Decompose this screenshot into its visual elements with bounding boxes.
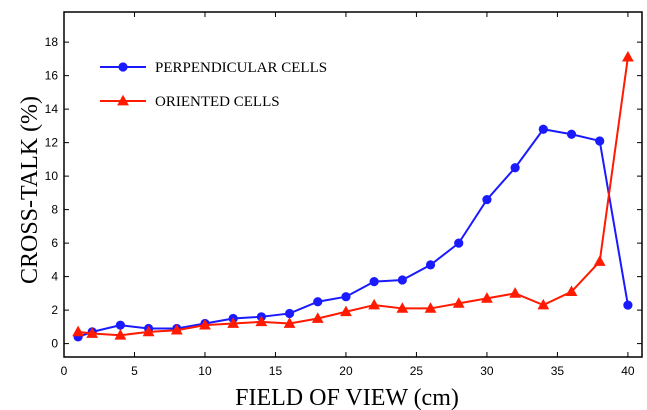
- data-point: [369, 277, 379, 287]
- data-point: [565, 285, 578, 297]
- y-tick-label: 14: [45, 102, 59, 116]
- data-point: [313, 297, 323, 307]
- data-point: [311, 312, 324, 323]
- data-point: [86, 327, 99, 338]
- data-point: [509, 287, 522, 298]
- data-point: [425, 260, 436, 270]
- x-tick-label: 40: [621, 364, 635, 378]
- y-tick-label: 0: [51, 337, 58, 351]
- data-point: [341, 292, 351, 302]
- y-axis-ticks: 0 2 4 6 8 10 12 14 16 18: [45, 35, 642, 351]
- legend-item-2: ORIENTED CELLS: [100, 94, 280, 110]
- y-tick-label: 2: [51, 303, 58, 317]
- data-point: [227, 317, 240, 328]
- y-tick-label: 18: [45, 35, 59, 49]
- data-point: [482, 194, 492, 205]
- x-axis-ticks: 0 5 10 15 20 25 30 35 40: [61, 12, 635, 378]
- y-tick-label: 12: [45, 136, 59, 150]
- data-point: [622, 51, 634, 62]
- data-point: [397, 275, 407, 285]
- x-tick-label: 30: [480, 364, 494, 378]
- data-point: [255, 315, 268, 327]
- legend-label: PERPENDICULAR CELLS: [155, 60, 327, 76]
- legend-label: ORIENTED CELLS: [155, 94, 280, 110]
- data-point: [368, 298, 381, 310]
- data-point: [396, 302, 409, 313]
- x-tick-label: 5: [131, 364, 138, 378]
- x-tick-label: 35: [551, 364, 565, 378]
- data-point: [537, 298, 550, 310]
- data-point: [623, 300, 633, 310]
- y-axis-label: CROSS-TALK (%): [17, 96, 43, 284]
- legend: PERPENDICULAR CELLS ORIENTED CELLS: [100, 60, 327, 110]
- x-tick-label: 10: [198, 364, 212, 378]
- data-point: [566, 129, 577, 139]
- data-point: [510, 163, 520, 173]
- y-tick-label: 16: [45, 69, 59, 83]
- legend-item-1: PERPENDICULAR CELLS: [100, 60, 327, 76]
- data-point: [72, 325, 84, 337]
- legend-marker: [117, 94, 129, 106]
- data-point: [170, 324, 183, 335]
- x-tick-label: 0: [61, 364, 68, 378]
- data-point: [454, 238, 464, 248]
- x-axis-label: FIELD OF VIEW (cm): [235, 385, 459, 410]
- data-point: [593, 255, 606, 266]
- data-point: [284, 308, 295, 319]
- y-tick-label: 4: [51, 270, 58, 284]
- legend-marker: [118, 62, 128, 72]
- y-tick-label: 8: [51, 203, 58, 217]
- data-point: [538, 124, 548, 134]
- data-point: [481, 292, 493, 303]
- data-point: [115, 320, 125, 330]
- data-point: [452, 297, 465, 308]
- data-point: [595, 136, 605, 146]
- data-point: [142, 325, 155, 337]
- series-layer: [72, 51, 634, 342]
- series-2: [72, 51, 634, 340]
- x-tick-label: 20: [339, 364, 353, 378]
- x-tick-label: 15: [269, 364, 283, 378]
- y-tick-label: 6: [51, 236, 58, 250]
- data-point: [199, 318, 211, 330]
- plot-frame: [63, 11, 643, 358]
- data-point: [340, 305, 352, 317]
- data-point: [283, 317, 296, 328]
- y-tick-label: 10: [45, 169, 59, 183]
- data-point: [424, 302, 437, 313]
- data-point: [114, 329, 127, 340]
- x-tick-label: 25: [410, 364, 424, 378]
